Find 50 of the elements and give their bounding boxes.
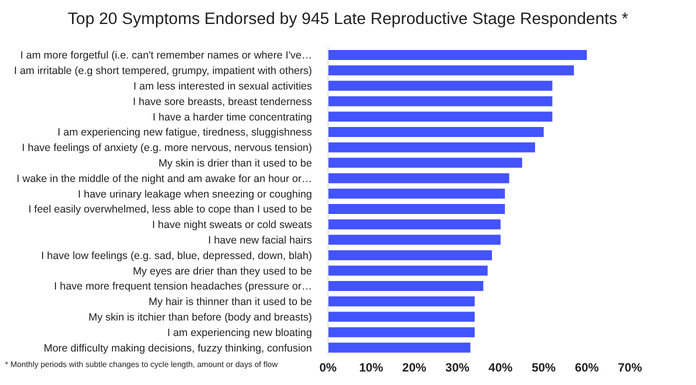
bar [328, 281, 484, 291]
bar [328, 112, 552, 122]
y-tick-label: I feel easily overwhelmed, less able to cope than I used to be [28, 204, 312, 216]
bar [328, 204, 505, 214]
x-tick-label: 40% [488, 360, 513, 375]
y-tick-label: I have urinary leakage when sneezing or coughing [78, 188, 312, 200]
y-tick-label: I am irritable (e.g short tempered, grumpy, impatient with others) [14, 65, 312, 78]
y-tick-label: My skin is itchier than before (body and breasts) [88, 312, 312, 324]
y-tick-label: My eyes are drier than they used to be [132, 265, 312, 278]
y-tick-label: I have sore breasts, breast tenderness [132, 96, 312, 108]
bar [328, 96, 552, 106]
bar [328, 296, 475, 306]
bar [328, 142, 536, 152]
bar [328, 250, 492, 260]
x-tick-label: 20% [402, 360, 427, 375]
bar [328, 65, 574, 76]
y-tick-label: I have night sweats or cold sweats [152, 219, 312, 232]
y-tick-label: I have new facial hairs [208, 234, 312, 246]
y-tick-label: I wake in the middle of the night and am awake for an hour or… [16, 172, 312, 185]
bar [328, 219, 501, 230]
bar [328, 234, 501, 245]
y-tick-label: I have low feelings (e.g. sad, blue, depressed, down, blah) [41, 250, 312, 262]
bar [328, 266, 488, 276]
x-tick-label: 0% [319, 360, 337, 375]
bar [328, 342, 470, 353]
y-tick-label: I am experiencing new fatigue, tiredness, sluggishness [58, 126, 312, 139]
bar [328, 312, 475, 322]
x-tick-label: 60% [574, 360, 600, 375]
bar [328, 173, 510, 184]
y-tick-label: I have more frequent tension headaches (pressure or… [54, 280, 312, 293]
bar [328, 127, 544, 137]
y-tick-label: I have feelings of anxiety (e.g. more nervous, nervous tension) [22, 142, 312, 154]
bar [328, 158, 522, 168]
x-tick-label: 30% [445, 360, 470, 375]
y-tick-label: More difficulty making decisions, fuzzy thinking, confusion [44, 342, 312, 354]
text: * Monthly periods with subtle changes to cycle length, amount or days of flow [5, 360, 278, 369]
x-tick-label: 10% [359, 360, 384, 375]
bar [328, 188, 505, 199]
y-tick-label: My hair is thinner than it used to be [148, 296, 312, 308]
y-tick-label: My skin is drier than it used to be [158, 158, 312, 170]
y-tick-label: I am more forgetful (i.e. can't remember names or where I've… [20, 50, 312, 62]
bar [328, 80, 552, 91]
chart-title: Top 20 Symptoms Endorsed by 945 Late Reproductive Stage Respondents * [66, 10, 630, 29]
y-tick-label: I am experiencing new bloating [167, 326, 312, 339]
bar [328, 327, 475, 338]
y-tick-label: I have a harder time concentrating [152, 111, 312, 124]
bar [328, 50, 587, 60]
x-tick-label: 70% [618, 360, 642, 375]
y-tick-label: I am less interested in sexual activities [133, 80, 312, 92]
x-tick-label: 50% [532, 360, 556, 375]
